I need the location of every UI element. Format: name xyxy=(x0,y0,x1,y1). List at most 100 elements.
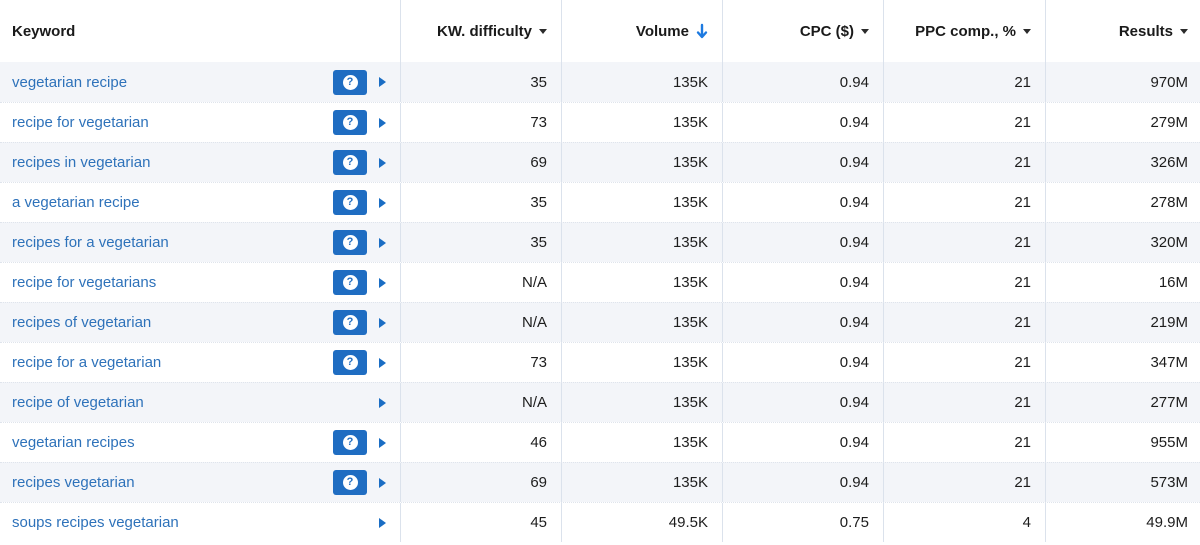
column-header-kw-difficulty[interactable]: KW. difficulty xyxy=(400,0,561,62)
chevron-down-icon xyxy=(1023,28,1031,34)
keyword-link[interactable]: recipes for a vegetarian xyxy=(12,234,169,251)
results-cell: 279M xyxy=(1045,103,1200,142)
help-badge[interactable]: ? xyxy=(333,470,367,495)
column-header-cpc[interactable]: CPC ($) xyxy=(722,0,883,62)
kw-difficulty-cell: 69 xyxy=(400,463,561,502)
keyword-link[interactable]: recipe of vegetarian xyxy=(12,394,144,411)
expand-row-arrow-icon[interactable] xyxy=(379,77,386,87)
volume-cell: 135K xyxy=(561,223,722,262)
help-badge[interactable]: ? xyxy=(333,430,367,455)
question-mark-icon: ? xyxy=(342,475,358,490)
cpc-cell: 0.94 xyxy=(722,143,883,182)
cpc-cell: 0.94 xyxy=(722,263,883,302)
help-badge[interactable]: ? xyxy=(333,350,367,375)
kw-difficulty-cell: N/A xyxy=(400,263,561,302)
expand-row-arrow-icon[interactable] xyxy=(379,197,386,208)
expand-row-arrow-icon[interactable] xyxy=(379,437,386,448)
help-badge[interactable]: ? xyxy=(333,69,367,95)
cpc-cell: 0.94 xyxy=(722,383,883,422)
keyword-link[interactable]: recipes of vegetarian xyxy=(12,314,152,331)
chevron-down-icon xyxy=(861,28,869,34)
cpc-cell: 0.94 xyxy=(722,343,883,382)
expand-row-arrow-icon[interactable] xyxy=(379,277,386,288)
volume-cell: 49.5K xyxy=(561,503,722,542)
help-badge[interactable]: ? xyxy=(333,150,367,175)
column-header-keyword[interactable]: Keyword xyxy=(0,0,400,62)
kw-difficulty-cell: 46 xyxy=(400,423,561,462)
volume-cell: 135K xyxy=(561,143,722,182)
expand-row-arrow-icon[interactable] xyxy=(379,317,386,328)
results-cell: 955M xyxy=(1045,423,1200,462)
table-row: soups recipes vegetarian ? 45 49.5K 0.75… xyxy=(0,502,1200,542)
help-badge[interactable]: ? xyxy=(333,270,367,295)
column-header-label: KW. difficulty xyxy=(437,22,532,40)
ppc-comp-cell: 21 xyxy=(883,383,1045,422)
expand-row-arrow-icon[interactable] xyxy=(379,477,386,488)
expand-row-arrow-icon[interactable] xyxy=(379,517,386,528)
question-mark-icon: ? xyxy=(342,275,358,290)
keyword-link[interactable]: vegetarian recipes xyxy=(12,434,135,451)
table-row: recipe of vegetarian ? N/A 135K 0.94 21 … xyxy=(0,382,1200,422)
ppc-comp-cell: 21 xyxy=(883,143,1045,182)
expand-row-arrow-icon[interactable] xyxy=(379,237,386,248)
keyword-link[interactable]: recipe for vegetarian xyxy=(12,114,149,131)
help-badge[interactable]: ? xyxy=(333,190,367,215)
keyword-cell: recipes for a vegetarian ? xyxy=(0,223,400,262)
column-header-volume[interactable]: Volume xyxy=(561,0,722,62)
keyword-link[interactable]: a vegetarian recipe xyxy=(12,194,140,211)
question-mark-icon: ? xyxy=(342,435,358,450)
keyword-link[interactable]: recipe for vegetarians xyxy=(12,274,157,291)
results-cell: 219M xyxy=(1045,303,1200,342)
keyword-actions: ? xyxy=(333,150,386,175)
keyword-actions: ? xyxy=(333,190,386,215)
column-header-label: Keyword xyxy=(12,22,76,40)
keyword-actions: ? xyxy=(333,230,386,255)
sort-descending-arrow-icon xyxy=(696,23,708,39)
volume-cell: 135K xyxy=(561,383,722,422)
keyword-link[interactable]: soups recipes vegetarian xyxy=(12,514,179,531)
kw-difficulty-cell: 35 xyxy=(400,223,561,262)
expand-row-arrow-icon[interactable] xyxy=(379,397,386,408)
cpc-cell: 0.94 xyxy=(722,62,883,102)
ppc-comp-cell: 21 xyxy=(883,463,1045,502)
keyword-cell: a vegetarian recipe ? xyxy=(0,183,400,222)
table-row: a vegetarian recipe ? 35 135K 0.94 21 27… xyxy=(0,182,1200,222)
table-body: vegetarian recipe ? 35 135K 0.94 21 970M… xyxy=(0,62,1200,542)
keyword-actions: ? xyxy=(333,390,386,415)
keyword-cell: recipe for a vegetarian ? xyxy=(0,343,400,382)
cpc-cell: 0.94 xyxy=(722,463,883,502)
keyword-link[interactable]: vegetarian recipe xyxy=(12,73,128,91)
expand-row-arrow-icon[interactable] xyxy=(379,357,386,368)
keyword-link[interactable]: recipe for a vegetarian xyxy=(12,354,162,371)
table-row: vegetarian recipes ? 46 135K 0.94 21 955… xyxy=(0,422,1200,462)
help-badge[interactable]: ? xyxy=(333,110,367,135)
chevron-down-icon xyxy=(539,28,547,34)
question-mark-icon: ? xyxy=(342,195,358,210)
keyword-link[interactable]: recipes in vegetarian xyxy=(12,154,151,171)
ppc-comp-cell: 21 xyxy=(883,343,1045,382)
keyword-link[interactable]: recipes vegetarian xyxy=(12,474,135,491)
cpc-cell: 0.94 xyxy=(722,303,883,342)
volume-cell: 135K xyxy=(561,103,722,142)
ppc-comp-cell: 21 xyxy=(883,303,1045,342)
help-badge[interactable]: ? xyxy=(333,310,367,335)
expand-row-arrow-icon[interactable] xyxy=(379,117,386,128)
cpc-cell: 0.94 xyxy=(722,183,883,222)
keyword-cell: recipe for vegetarians ? xyxy=(0,263,400,302)
help-badge[interactable]: ? xyxy=(333,230,367,255)
table-row: vegetarian recipe ? 35 135K 0.94 21 970M xyxy=(0,62,1200,102)
table-row: recipe for vegetarian ? 73 135K 0.94 21 … xyxy=(0,102,1200,142)
volume-cell: 135K xyxy=(561,463,722,502)
column-header-results[interactable]: Results xyxy=(1045,0,1200,62)
results-cell: 277M xyxy=(1045,383,1200,422)
results-cell: 573M xyxy=(1045,463,1200,502)
table-row: recipes for a vegetarian ? 35 135K 0.94 … xyxy=(0,222,1200,262)
expand-row-arrow-icon[interactable] xyxy=(379,157,386,168)
table-row: recipe for a vegetarian ? 73 135K 0.94 2… xyxy=(0,342,1200,382)
keyword-actions: ? xyxy=(333,470,386,495)
column-header-ppc-comp[interactable]: PPC comp., % xyxy=(883,0,1045,62)
cpc-cell: 0.75 xyxy=(722,503,883,542)
results-cell: 278M xyxy=(1045,183,1200,222)
column-header-label: Results xyxy=(1118,22,1173,40)
cpc-cell: 0.94 xyxy=(722,423,883,462)
